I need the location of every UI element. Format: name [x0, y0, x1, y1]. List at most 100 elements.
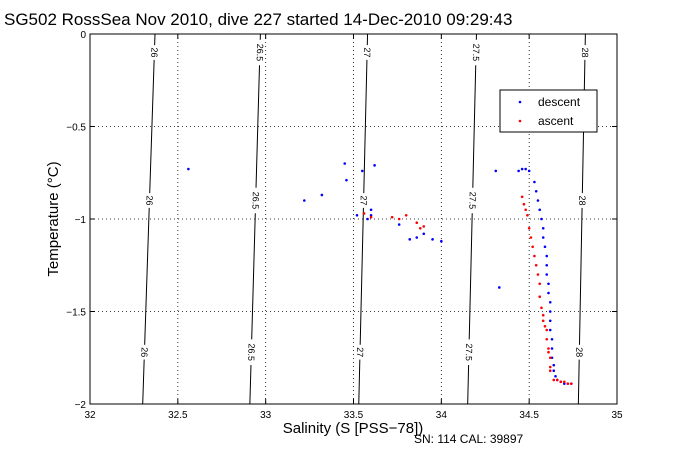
y-tick-label: −1 [75, 215, 87, 226]
density-contour-label: 26 [139, 347, 149, 357]
axis-ticks: 32 32.5 33 33.5 34 34.5 35 0 −0.5 −1 −1.5 −2 [66, 30, 623, 421]
ascent-point [547, 350, 550, 354]
density-contour-label-bg [144, 192, 155, 209]
x-tick-label: 32 [84, 410, 96, 421]
descent-point [369, 214, 373, 217]
x-tick-label: 32.5 [168, 410, 188, 421]
descent-point [355, 214, 359, 217]
descent-point [187, 167, 190, 171]
density-contour-label-bg [358, 192, 369, 209]
ascent-point [543, 325, 547, 328]
ascent-point [369, 215, 373, 219]
descent-point [552, 363, 556, 367]
descent-point [547, 282, 550, 286]
legend: descent ascent [499, 89, 598, 133]
x-tick-label: 34 [436, 410, 448, 421]
descent-point [545, 254, 549, 258]
density-contour-label-group: 26 [144, 192, 155, 209]
density-contour-label-bg [463, 339, 475, 366]
descent-point [373, 164, 376, 167]
ascent-point [415, 221, 419, 224]
density-contour-label: 27.5 [464, 343, 474, 361]
descent-point [550, 337, 554, 341]
density-contour-label-group: 26 [149, 44, 160, 61]
ascent-point [533, 254, 536, 258]
density-contour-label: 28 [574, 347, 584, 357]
descent-point [360, 169, 364, 173]
descent-point [397, 223, 401, 226]
descent-point [536, 199, 540, 202]
density-contour-line [358, 33, 369, 405]
ascent-point [540, 306, 543, 310]
density-contour-label-group: 28 [574, 344, 585, 360]
descent-point [366, 217, 369, 221]
x-tick-label: 35 [611, 410, 623, 421]
density-contour-label: 27 [355, 347, 365, 357]
ascent-point [527, 226, 531, 230]
density-contour-label-group: 27 [361, 44, 373, 61]
density-contour-label-group: 27 [354, 344, 366, 360]
y-axis-label: Temperature (°C) [45, 161, 62, 276]
y-tick-label: −0.5 [66, 123, 86, 134]
density-contour-label: 27.5 [467, 192, 477, 210]
x-axis-label: Salinity (S [PSS−78]) [283, 420, 423, 437]
descent-point [550, 347, 554, 350]
ascent-point [524, 208, 527, 212]
density-contour-label-group: 27 [358, 192, 369, 209]
density-contour-label-group: 28 [579, 45, 591, 60]
descent-point [320, 193, 324, 197]
ascent-point [390, 215, 394, 219]
density-contour-label-bg [470, 39, 482, 66]
descent-point [548, 328, 552, 332]
density-contour-label: 26.5 [255, 44, 265, 62]
ascent-point [563, 380, 566, 384]
x-tick-label: 33 [260, 410, 272, 421]
density-contour-label-group: 26 [139, 344, 150, 360]
descent-point [440, 239, 443, 243]
density-contour-label-bg [579, 45, 591, 60]
descent-point [554, 374, 557, 378]
descent-point [541, 236, 545, 239]
density-contour-label: 28 [580, 47, 590, 57]
density-contour-label-bg [354, 344, 366, 360]
descent-point [303, 199, 306, 202]
density-contour-label-bg [245, 339, 257, 366]
ascent-point [559, 380, 563, 384]
descent-point [552, 369, 556, 373]
descent-point [369, 208, 373, 212]
x-tick-label: 33.5 [344, 410, 364, 421]
legend-descent-label: descent [538, 95, 581, 109]
descent-point [520, 167, 524, 171]
ascent-point [548, 369, 552, 373]
density-contour-label-group: 26.5 [245, 339, 257, 366]
descent-point [345, 178, 348, 182]
y-tick-label: 0 [80, 30, 86, 41]
descent-point [422, 232, 426, 236]
descent-point [543, 245, 547, 249]
ascent-point [548, 365, 552, 369]
density-contour-label-bg [577, 193, 588, 208]
ascent-point [526, 214, 529, 217]
ascent-point [545, 328, 549, 332]
ascent-point [404, 214, 408, 217]
density-contour-label-bg [139, 344, 150, 360]
descent-point [343, 162, 347, 165]
ascent-point [555, 378, 559, 382]
descent-point [548, 319, 552, 323]
descent-point [545, 273, 549, 276]
ascent-point [362, 212, 366, 215]
descent-point [534, 189, 538, 193]
ascent-point [422, 225, 426, 228]
ascent-point [545, 337, 549, 341]
density-contour-label-bg [574, 344, 585, 360]
descent-point [563, 382, 566, 385]
grid-lines [90, 34, 617, 404]
ascent-point [536, 273, 540, 276]
y-tick-label: −1.5 [66, 308, 86, 319]
ascent-point [522, 202, 526, 206]
ascent-point [418, 226, 422, 230]
ascent-point [397, 217, 401, 221]
density-contour-line [142, 33, 156, 405]
legend-descent-marker [518, 100, 522, 104]
density-contour-label-group: 27.5 [470, 39, 482, 66]
